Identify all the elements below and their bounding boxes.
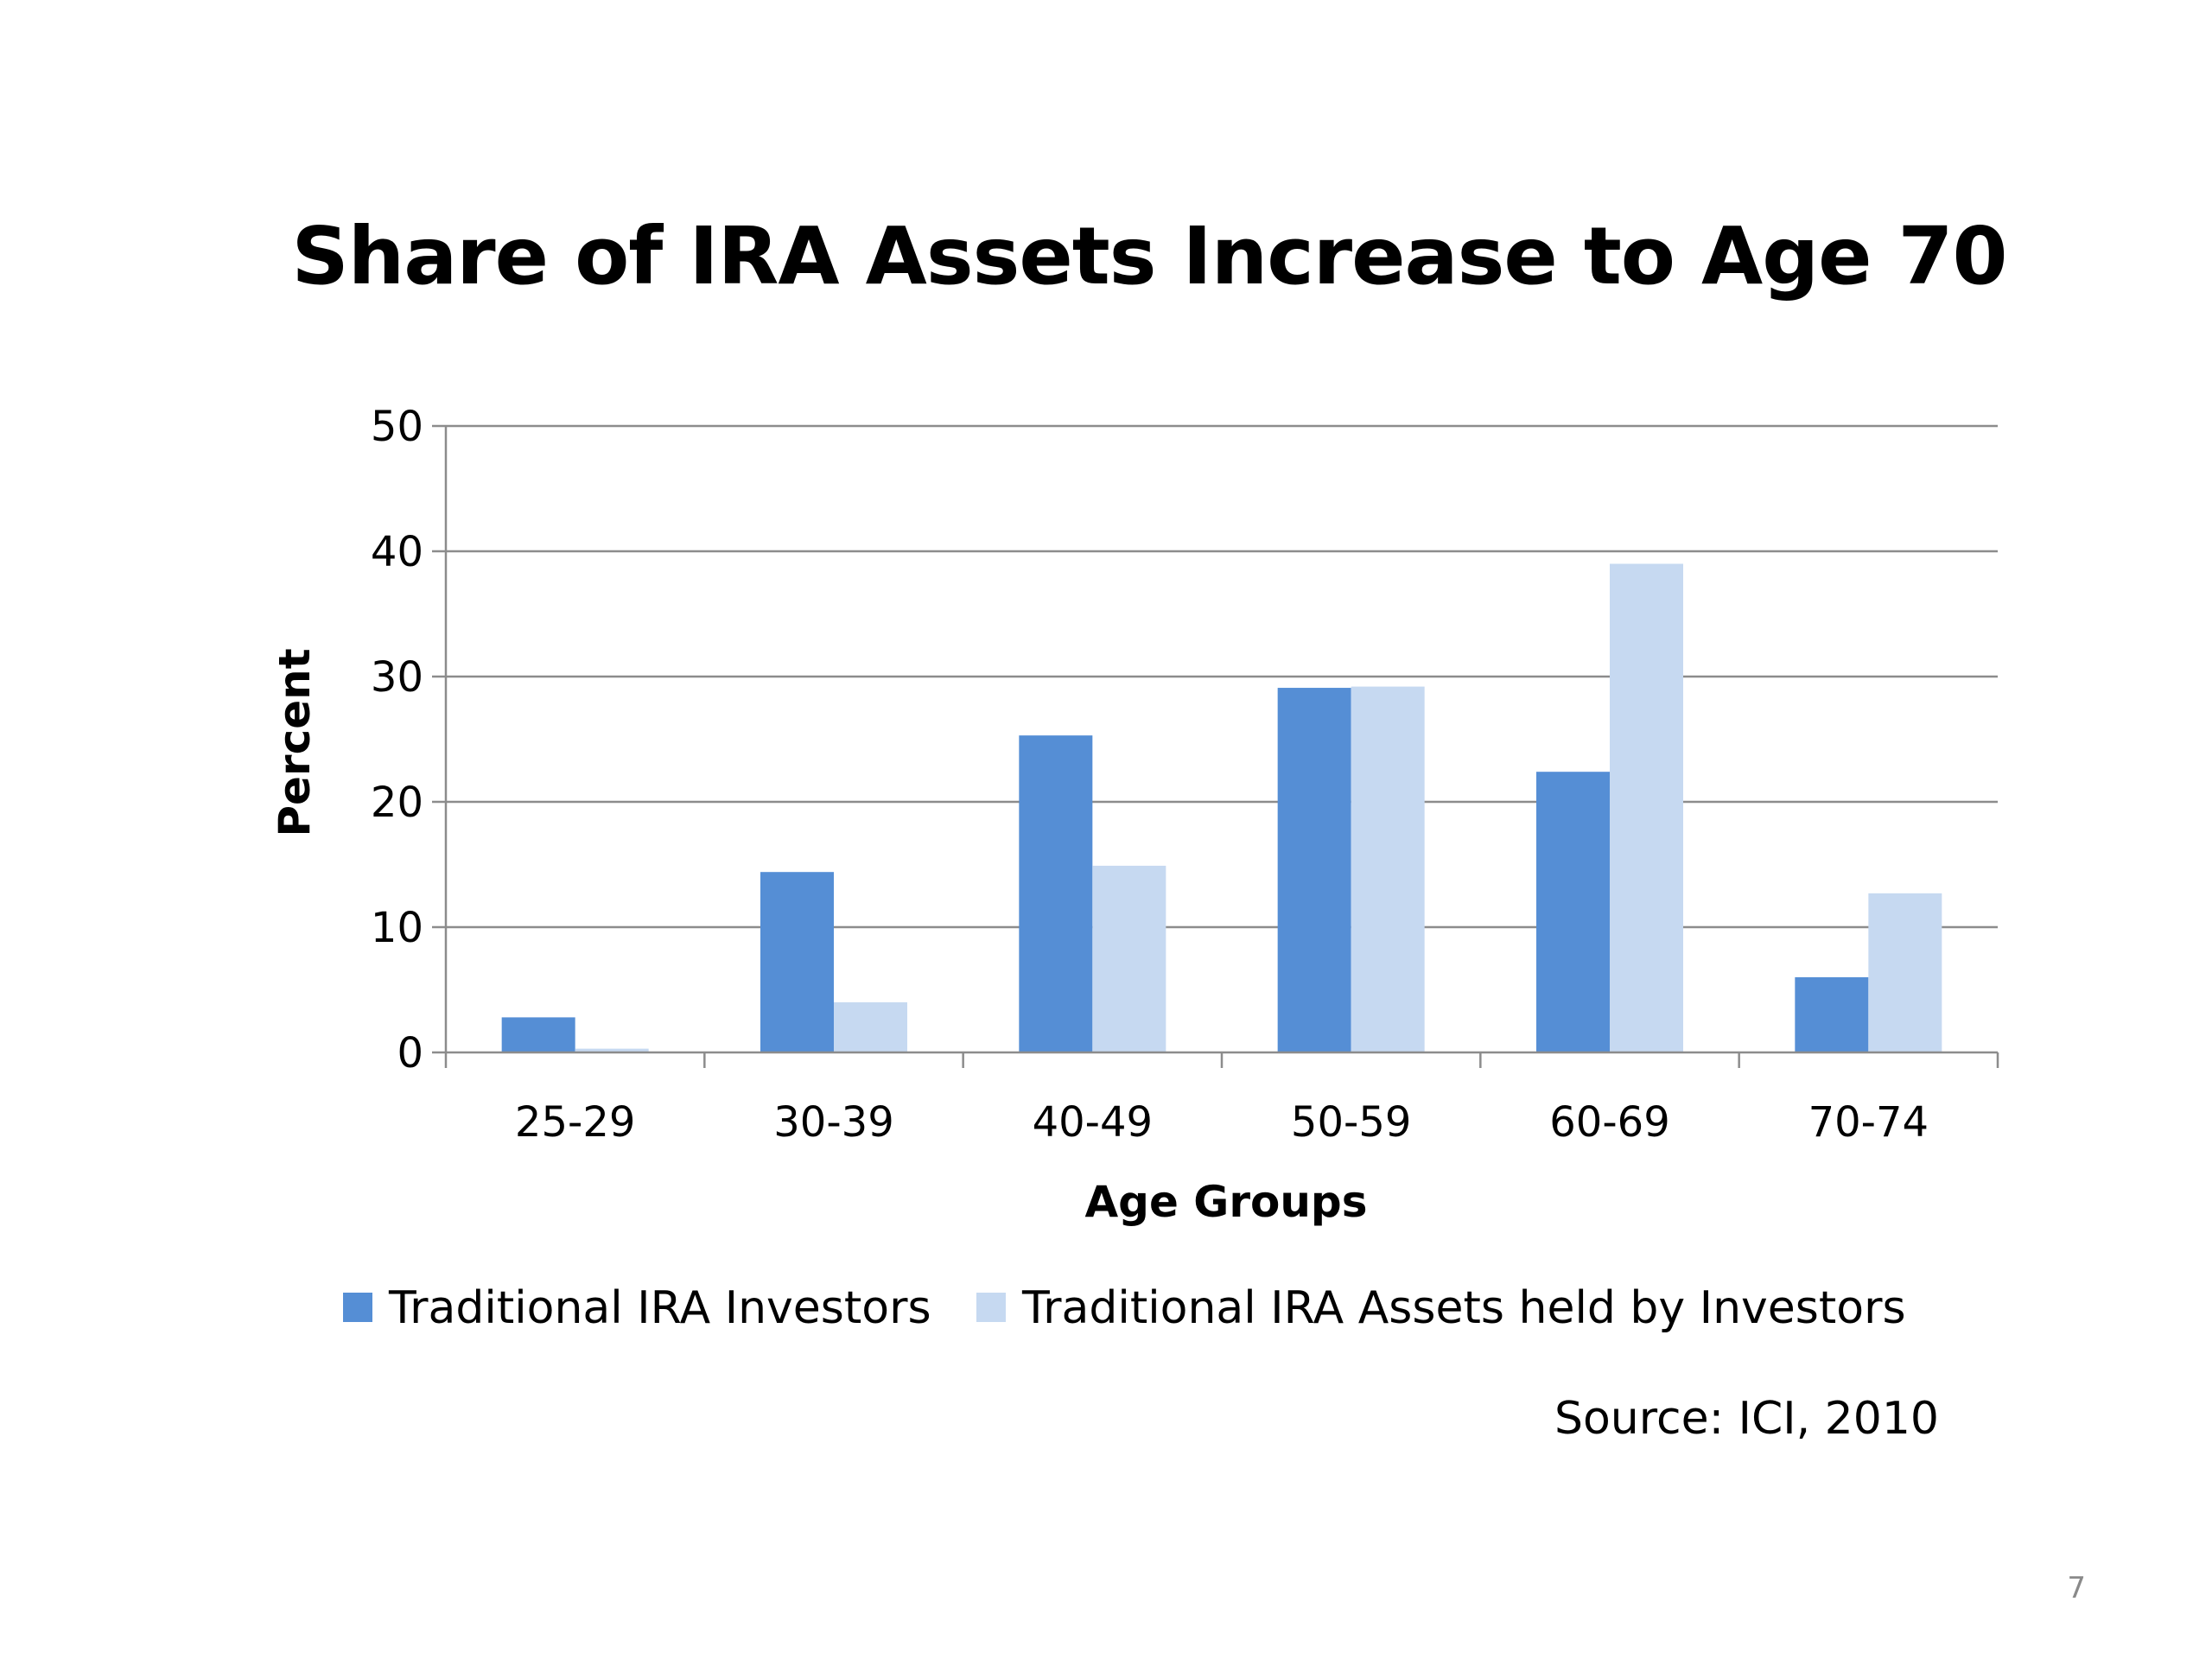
bar-investors-50-59 bbox=[1277, 688, 1351, 1052]
slide-title: Share of IRA Assets Increase to Age 70 bbox=[291, 210, 2007, 302]
gridlines bbox=[446, 424, 1998, 929]
bar-assets-70-74 bbox=[1868, 893, 1942, 1052]
x-tick-label: 70-74 bbox=[1808, 1098, 1929, 1147]
bar-assets-60-69 bbox=[1610, 563, 1683, 1052]
bar-investors-70-74 bbox=[1795, 977, 1869, 1052]
legend-label-assets: Traditional IRA Assets held by Investors bbox=[1021, 1282, 1906, 1334]
bar-assets-30-39 bbox=[834, 1002, 907, 1052]
bar-assets-25-29 bbox=[575, 1048, 649, 1052]
bar-assets-50-59 bbox=[1351, 686, 1425, 1052]
tick-labels: 0 10 20 30 40 50 25-29 30-39 40-49 50-59 60-69 70-7… bbox=[371, 403, 1929, 1147]
y-tick-label: 20 bbox=[371, 779, 423, 827]
x-axis-title: Age Groups bbox=[1084, 1177, 1367, 1227]
x-tick-label: 50-59 bbox=[1291, 1098, 1411, 1147]
x-tick-label: 40-49 bbox=[1033, 1098, 1153, 1147]
bar-investors-30-39 bbox=[760, 872, 834, 1052]
page-number: 7 bbox=[2067, 1571, 2086, 1605]
y-tick-label: 50 bbox=[371, 403, 423, 451]
y-axis-title: Percent bbox=[270, 648, 320, 836]
bars bbox=[501, 563, 1942, 1052]
axes bbox=[432, 424, 1999, 1068]
source-note: Source: ICI, 2010 bbox=[1554, 1393, 1939, 1445]
y-tick-label: 30 bbox=[371, 653, 423, 702]
x-tick-label: 60-69 bbox=[1549, 1098, 1669, 1147]
bar-assets-40-49 bbox=[1092, 865, 1166, 1052]
legend-swatch-assets bbox=[976, 1293, 1006, 1322]
x-tick-label: 30-39 bbox=[773, 1098, 893, 1147]
bar-investors-60-69 bbox=[1536, 772, 1610, 1052]
x-tick-label: 25-29 bbox=[515, 1098, 635, 1147]
y-tick-label: 10 bbox=[371, 904, 423, 952]
legend-label-investors: Traditional IRA Investors bbox=[388, 1282, 931, 1334]
y-tick-label: 40 bbox=[371, 528, 423, 576]
bar-investors-25-29 bbox=[501, 1017, 575, 1052]
y-tick-label: 0 bbox=[397, 1029, 423, 1077]
legend-swatch-investors bbox=[343, 1293, 372, 1322]
bar-investors-40-49 bbox=[1019, 735, 1093, 1052]
legend: Traditional IRA Investors Traditional IRA… bbox=[343, 1282, 1906, 1334]
